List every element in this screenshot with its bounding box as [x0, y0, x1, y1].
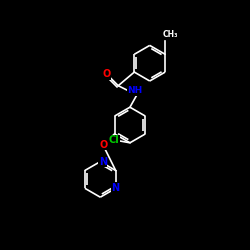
Text: N: N	[111, 183, 119, 193]
Text: NH: NH	[128, 86, 143, 95]
Text: O: O	[102, 69, 111, 79]
Text: O: O	[99, 140, 108, 149]
Text: CH₃: CH₃	[162, 30, 178, 40]
Text: Cl: Cl	[108, 135, 119, 145]
Text: N: N	[99, 156, 107, 166]
